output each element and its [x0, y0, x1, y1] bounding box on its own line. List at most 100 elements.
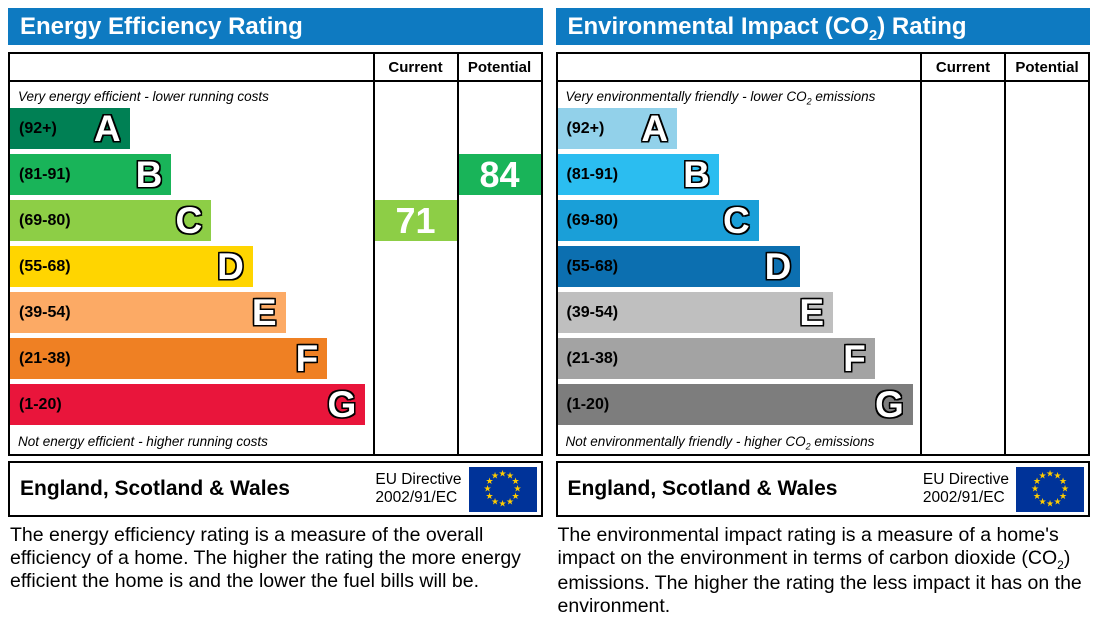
band-letter: A	[641, 108, 669, 149]
band-g: (1-20) G	[557, 384, 913, 425]
band-range-label: (69-80)	[19, 211, 71, 229]
band-letter: D	[217, 246, 244, 287]
eu-star-icon: ★	[511, 491, 520, 501]
band-range-label: (55-68)	[566, 257, 619, 275]
band-b: (81-91) B	[10, 154, 172, 195]
potential-column-body: 84	[458, 82, 541, 454]
eu-star-icon: ★	[1038, 496, 1047, 507]
eu-star-icon: ★	[1060, 483, 1070, 494]
panel-title-text: Energy Efficiency Rating	[20, 13, 303, 40]
band-row-a: (92+) A	[557, 108, 921, 154]
eu-star-icon: ★	[505, 470, 515, 481]
band-letter: A	[93, 108, 121, 149]
current-column: Current	[920, 54, 1004, 454]
panel-title-text: Environmental Impact (CO	[567, 13, 869, 40]
band-letter: G	[874, 384, 904, 425]
region-label: England, Scotland & Wales	[20, 477, 290, 500]
eu-star-icon: ★	[1032, 491, 1042, 501]
eu-star-icon: ★	[1058, 476, 1068, 486]
eu-star-icon: ★	[1058, 491, 1068, 501]
eu-star-icon: ★	[1032, 476, 1042, 486]
band-range-label: (81-91)	[19, 165, 71, 183]
band-range-label: (21-38)	[19, 349, 71, 367]
panel-title-subscript: 2	[868, 26, 878, 44]
corner-cell	[10, 54, 373, 82]
eu-star-icon: ★	[513, 483, 522, 494]
band-letter: E	[799, 292, 824, 333]
rating-chart: Very energy efficient - lower running co…	[8, 52, 543, 456]
band-b: (81-91) B	[557, 154, 719, 195]
current-column-body: 71	[374, 82, 457, 454]
band-c: (69-80) C	[557, 200, 759, 241]
corner-cell	[557, 54, 920, 82]
footer: England, Scotland & Wales EU Directive 2…	[555, 461, 1090, 517]
band-row-d: (55-68) D	[557, 246, 921, 292]
eu-star-icon: ★	[485, 476, 494, 486]
band-e: (39-54) E	[557, 292, 833, 333]
eu-star-icon: ★	[505, 496, 515, 507]
current-column-header: Current	[922, 54, 1004, 82]
band-letter: B	[135, 154, 163, 195]
band-d: (55-68) D	[557, 246, 801, 287]
eu-star-icon: ★	[498, 498, 507, 509]
band-range-label: (69-80)	[566, 211, 619, 229]
rating-chart: Very environmentally friendly - lower CO…	[555, 52, 1090, 456]
band-row-f: (21-38) F	[10, 338, 373, 384]
band-row-e: (39-54) E	[10, 292, 373, 338]
panel-title-text-end: ) Rating	[877, 13, 967, 40]
bands-column: Very environmentally friendly - lower CO…	[557, 54, 921, 454]
band-f: (21-38) F	[10, 338, 328, 379]
band-row-g: (1-20) G	[10, 384, 373, 430]
eu-star-icon: ★	[490, 470, 500, 481]
band-a: (92+) A	[557, 108, 678, 149]
band-range-label: (55-68)	[19, 257, 71, 275]
potential-column-header: Potential	[458, 54, 541, 82]
eu-flag-icon: ★ ★ ★ ★ ★ ★ ★ ★ ★ ★ ★ ★	[468, 466, 537, 512]
energy-efficiency-panel: Energy Efficiency Rating Very energy eff…	[8, 8, 543, 617]
band-row-c: (69-80) C	[10, 200, 373, 246]
band-letter: F	[843, 338, 866, 379]
eu-star-icon: ★	[1053, 470, 1062, 481]
potential-column-header: Potential	[1006, 54, 1088, 82]
band-letter: F	[295, 338, 319, 379]
bands-column: Very energy efficient - lower running co…	[10, 54, 373, 454]
eu-star-icon: ★	[485, 491, 494, 501]
description-text: The energy efficiency rating is a measur…	[10, 524, 521, 592]
band-row-d: (55-68) D	[10, 246, 373, 292]
top-caption: Very energy efficient - lower running co…	[18, 89, 269, 104]
band-letter: D	[764, 246, 792, 287]
eu-star-icon: ★	[490, 496, 500, 507]
band-f: (21-38) F	[557, 338, 875, 379]
band-row-a: (92+) A	[10, 108, 373, 154]
band-range-label: (81-91)	[566, 165, 619, 183]
band-row-e: (39-54) E	[557, 292, 921, 338]
eu-star-icon: ★	[1030, 483, 1040, 494]
panel-title: Environmental Impact (CO2) Rating	[555, 8, 1090, 45]
footer: England, Scotland & Wales EU Directive 2…	[8, 461, 543, 517]
eu-directive-label: EU Directive 2002/91/EC	[375, 471, 462, 506]
eu-flag-icon: ★ ★ ★ ★ ★ ★ ★ ★ ★ ★ ★ ★	[1016, 466, 1084, 512]
current-column-header: Current	[374, 54, 457, 82]
eu-star-icon: ★	[1045, 468, 1055, 479]
eu-directive-label: EU Directive 2002/91/EC	[922, 471, 1009, 506]
eu-star-icon: ★	[511, 476, 520, 486]
eu-star-icon: ★	[498, 468, 507, 479]
eu-star-icon: ★	[1053, 496, 1062, 507]
band-range-label: (39-54)	[19, 303, 71, 321]
environmental-impact-panel: Environmental Impact (CO2) Rating Very e…	[555, 8, 1090, 617]
band-range-label: (1-20)	[566, 395, 610, 413]
band-letter: B	[683, 154, 710, 195]
potential-rating-badge: 84	[458, 154, 541, 195]
description-text: The environmental impact rating is a mea…	[557, 524, 1082, 617]
band-e: (39-54) E	[10, 292, 286, 333]
current-column-body	[922, 82, 1004, 454]
potential-column: Potential 84	[456, 54, 541, 454]
band-c: (69-80) C	[10, 200, 212, 241]
region-label: England, Scotland & Wales	[567, 477, 838, 500]
band-letter: C	[175, 200, 203, 241]
potential-column-body	[1006, 82, 1088, 454]
band-letter: E	[251, 292, 277, 333]
band-d: (55-68) D	[10, 246, 253, 287]
eu-star-icon: ★	[483, 483, 492, 494]
eu-star-icon: ★	[1045, 498, 1055, 509]
